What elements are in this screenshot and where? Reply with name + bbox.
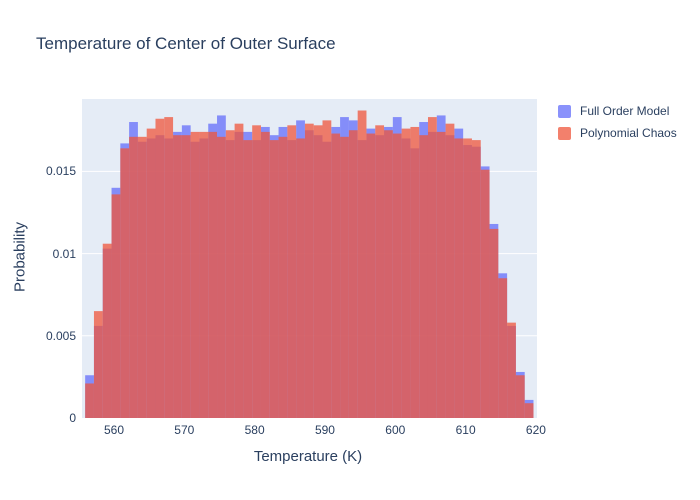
- bar-polynomial-chaos[interactable]: [340, 136, 349, 418]
- bar-polynomial-chaos[interactable]: [419, 135, 428, 418]
- bar-polynomial-chaos[interactable]: [304, 123, 314, 418]
- bar-polynomial-chaos[interactable]: [243, 140, 253, 418]
- bar-polynomial-chaos[interactable]: [252, 125, 261, 418]
- y-tick-label: 0: [69, 411, 76, 425]
- y-tick-label: 0.005: [45, 328, 76, 343]
- legend-swatch-polynomial-chaos-icon: [558, 126, 571, 140]
- bar-polynomial-chaos[interactable]: [524, 403, 534, 418]
- bar-polynomial-chaos[interactable]: [489, 228, 499, 418]
- x-tick-label: 580: [244, 423, 265, 437]
- x-tick-label: 560: [103, 423, 124, 437]
- legend-item-full-order-model[interactable]: Full Order Model: [558, 104, 677, 118]
- bar-polynomial-chaos[interactable]: [146, 128, 156, 418]
- bar-polynomial-chaos[interactable]: [322, 120, 332, 418]
- bar-polynomial-chaos[interactable]: [287, 125, 297, 418]
- bar-polynomial-chaos[interactable]: [181, 135, 191, 418]
- bar-polynomial-chaos[interactable]: [208, 131, 218, 418]
- y-tick-label: 0.01: [52, 246, 76, 261]
- bar-polynomial-chaos[interactable]: [427, 117, 437, 418]
- bar-polynomial-chaos[interactable]: [392, 133, 402, 418]
- bar-polynomial-chaos[interactable]: [331, 133, 341, 418]
- bar-polynomial-chaos[interactable]: [410, 126, 420, 418]
- x-tick-label: 590: [314, 423, 335, 437]
- bar-polynomial-chaos[interactable]: [111, 194, 121, 418]
- x-tick-label: 610: [455, 423, 476, 437]
- legend-label: Full Order Model: [580, 104, 670, 118]
- bar-polynomial-chaos[interactable]: [375, 125, 385, 418]
- bar-polynomial-chaos[interactable]: [348, 130, 358, 418]
- histogram-canvas: [82, 110, 537, 418]
- x-tick-label: 600: [385, 423, 406, 437]
- bar-polynomial-chaos[interactable]: [93, 311, 103, 418]
- bar-polynomial-chaos[interactable]: [190, 131, 200, 418]
- legend-swatch-full-order-model-icon: [558, 104, 571, 118]
- chart-title: Temperature of Center of Outer Surface: [36, 34, 336, 53]
- bar-polynomial-chaos[interactable]: [234, 123, 244, 418]
- bar-polynomial-chaos[interactable]: [137, 136, 147, 418]
- bar-polynomial-chaos[interactable]: [384, 130, 393, 418]
- bar-polynomial-chaos[interactable]: [296, 138, 305, 418]
- bar-polynomial-chaos[interactable]: [471, 140, 481, 418]
- bar-polynomial-chaos[interactable]: [445, 123, 455, 418]
- plot-area[interactable]: [82, 99, 537, 418]
- bar-polynomial-chaos[interactable]: [217, 136, 226, 418]
- bar-polynomial-chaos[interactable]: [463, 138, 472, 418]
- bar-polynomial-chaos[interactable]: [260, 131, 270, 418]
- x-axis-title: Temperature (K): [253, 448, 363, 465]
- y-tick-label: 0.015: [45, 164, 76, 179]
- bar-polynomial-chaos[interactable]: [357, 110, 367, 418]
- bar-polynomial-chaos[interactable]: [454, 138, 464, 418]
- bar-polynomial-chaos[interactable]: [401, 128, 411, 418]
- bar-polynomial-chaos[interactable]: [129, 136, 138, 418]
- y-axis-title: Probability: [11, 221, 29, 293]
- bar-polynomial-chaos[interactable]: [436, 131, 446, 418]
- legend-item-polynomial-chaos[interactable]: Polynomial Chaos: [558, 126, 677, 140]
- bar-polynomial-chaos[interactable]: [269, 140, 279, 418]
- bar-polynomial-chaos[interactable]: [278, 136, 288, 418]
- bar-polynomial-chaos[interactable]: [480, 169, 490, 418]
- bar-polynomial-chaos[interactable]: [498, 278, 508, 418]
- bar-polynomial-chaos[interactable]: [155, 118, 165, 418]
- bar-polynomial-chaos[interactable]: [199, 131, 209, 418]
- bar-polynomial-chaos[interactable]: [225, 130, 235, 418]
- legend: Full Order Model Polynomial Chaos: [558, 104, 677, 140]
- bar-polynomial-chaos[interactable]: [102, 243, 112, 418]
- bar-polynomial-chaos[interactable]: [313, 125, 323, 418]
- bar-polynomial-chaos[interactable]: [120, 148, 130, 418]
- bar-polynomial-chaos[interactable]: [164, 117, 174, 418]
- x-tick-label: 620: [525, 423, 546, 437]
- bar-polynomial-chaos[interactable]: [515, 375, 525, 418]
- legend-label: Polynomial Chaos: [580, 126, 677, 140]
- bar-polynomial-chaos[interactable]: [173, 135, 182, 418]
- bar-polynomial-chaos[interactable]: [366, 133, 376, 418]
- bar-polynomial-chaos[interactable]: [85, 383, 94, 418]
- bar-polynomial-chaos[interactable]: [507, 322, 516, 418]
- x-tick-label: 570: [174, 423, 195, 437]
